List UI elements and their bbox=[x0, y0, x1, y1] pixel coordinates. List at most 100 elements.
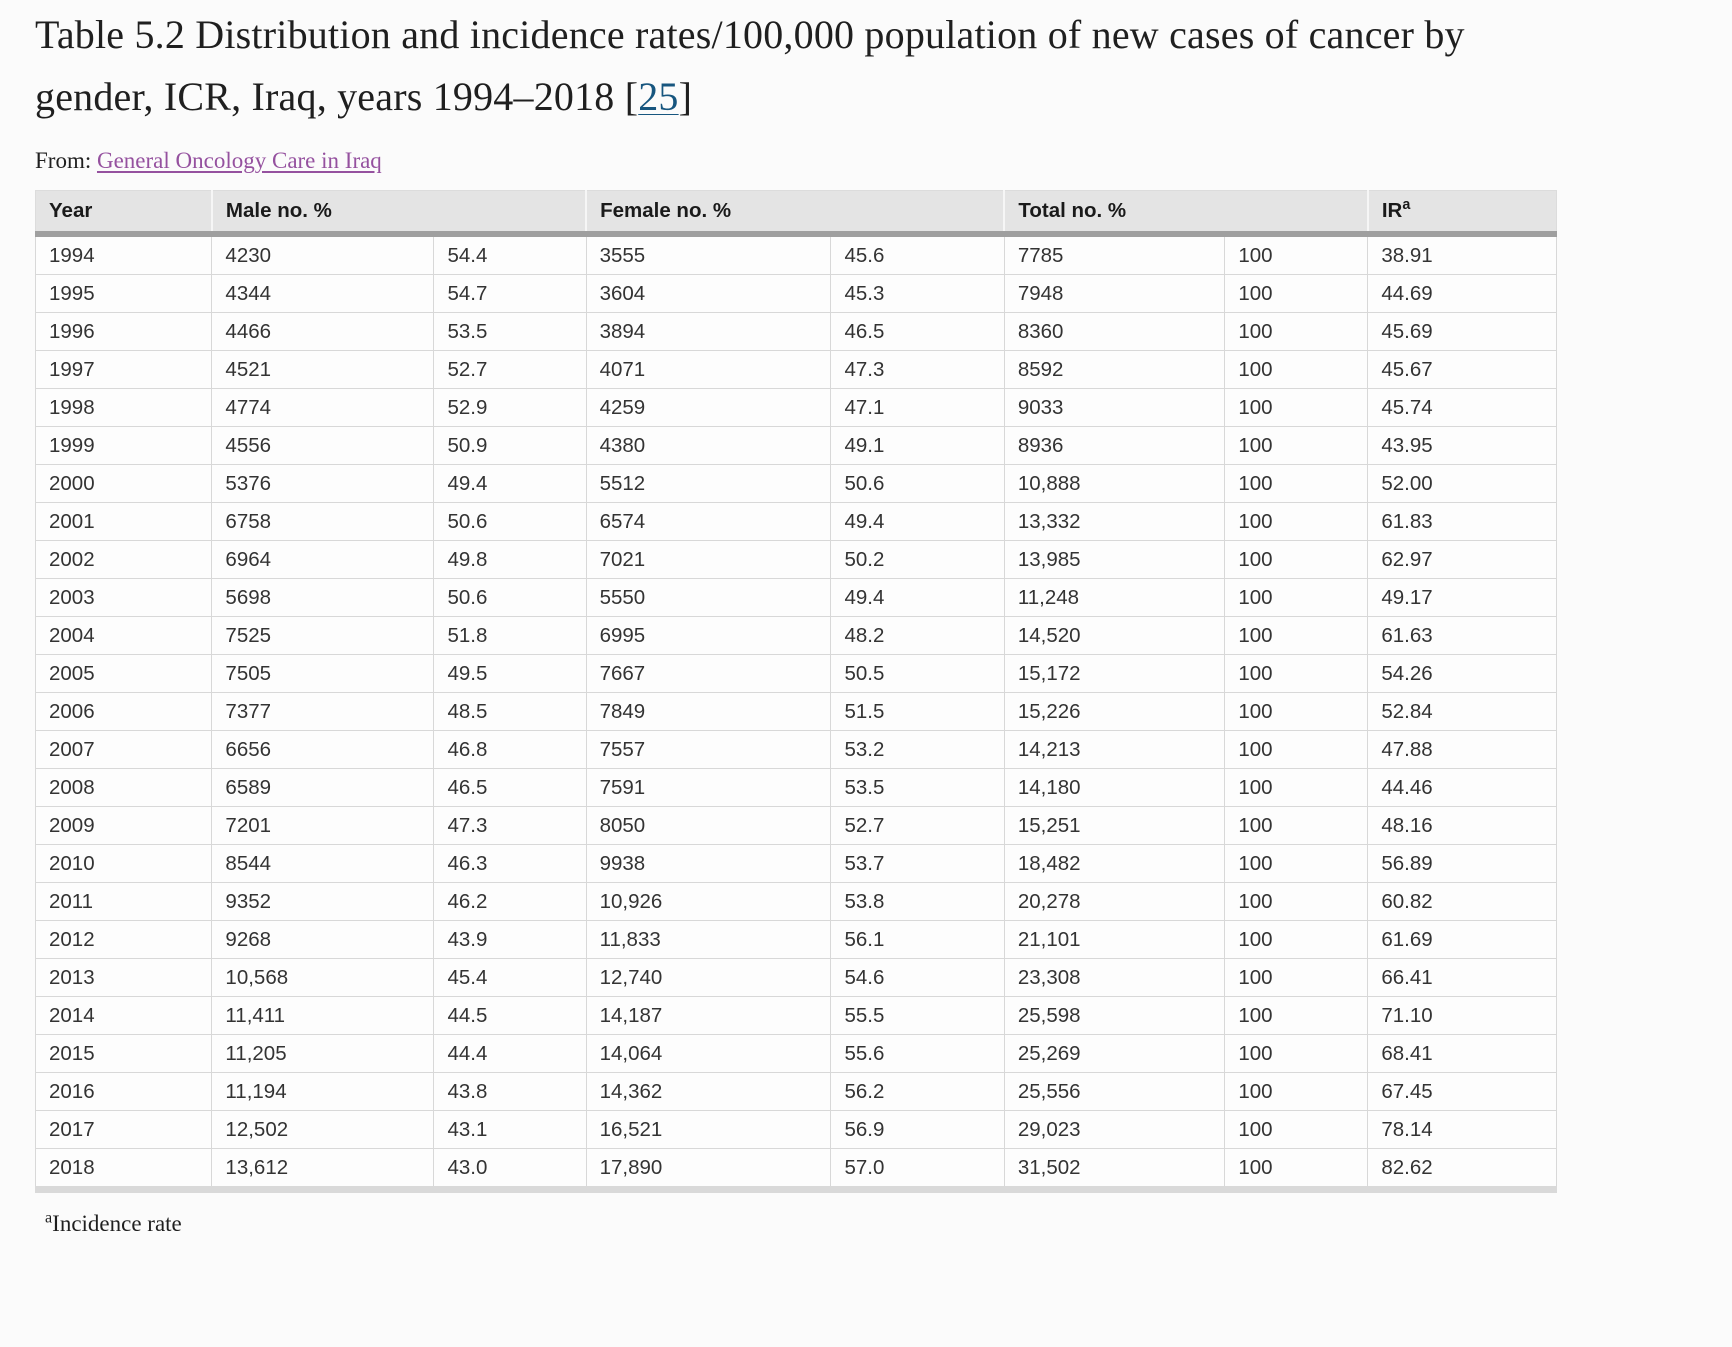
ir-cell: 47.88 bbox=[1367, 730, 1557, 769]
source-link[interactable]: General Oncology Care in Iraq bbox=[96, 148, 382, 173]
table-row: 2003 5698 50.6 5550 49.4 11,248 100 49.17 bbox=[34, 578, 1557, 617]
col-header-ir: IRa bbox=[1366, 190, 1557, 237]
male-no-cell: 7525 bbox=[211, 616, 435, 655]
total-no-cell: 13,985 bbox=[1003, 540, 1226, 579]
table-row: 1998 4774 52.9 4259 47.1 9033 100 45.74 bbox=[34, 388, 1557, 427]
title-text: Table 5.2 Distribution and incidence rat… bbox=[35, 12, 1465, 119]
ir-cell: 61.63 bbox=[1367, 616, 1557, 655]
table-row: 2011 9352 46.2 10,926 53.8 20,278 100 60.82 bbox=[34, 882, 1557, 921]
table-row: 1995 4344 54.7 3604 45.3 7948 100 44.69 bbox=[34, 274, 1557, 313]
female-no-cell: 14,362 bbox=[585, 1072, 832, 1111]
total-no-cell: 8360 bbox=[1003, 312, 1226, 351]
total-no-cell: 14,213 bbox=[1003, 730, 1226, 769]
total-pct-cell: 100 bbox=[1224, 882, 1369, 921]
male-no-cell: 11,205 bbox=[211, 1034, 435, 1073]
ir-cell: 78.14 bbox=[1367, 1110, 1557, 1149]
year-cell: 2017 bbox=[34, 1110, 213, 1149]
female-pct-cell: 55.5 bbox=[830, 996, 1005, 1035]
female-no-cell: 4259 bbox=[585, 388, 832, 427]
total-no-cell: 21,101 bbox=[1003, 920, 1226, 959]
total-no-cell: 25,556 bbox=[1003, 1072, 1226, 1111]
male-pct-cell: 47.3 bbox=[433, 806, 587, 845]
female-pct-cell: 49.1 bbox=[830, 426, 1005, 465]
female-no-cell: 6574 bbox=[585, 502, 832, 541]
total-pct-cell: 100 bbox=[1224, 958, 1369, 997]
female-pct-cell: 53.5 bbox=[830, 768, 1005, 807]
page-title: Table 5.2 Distribution and incidence rat… bbox=[35, 4, 1555, 128]
ir-cell: 45.74 bbox=[1367, 388, 1557, 427]
table-row: 2012 9268 43.9 11,833 56.1 21,101 100 61.69 bbox=[34, 920, 1557, 959]
male-pct-cell: 46.2 bbox=[433, 882, 587, 921]
male-no-cell: 8544 bbox=[211, 844, 435, 883]
total-pct-cell: 100 bbox=[1224, 502, 1369, 541]
female-pct-cell: 48.2 bbox=[830, 616, 1005, 655]
female-pct-cell: 50.2 bbox=[830, 540, 1005, 579]
citation-link[interactable]: 25 bbox=[638, 74, 679, 119]
female-pct-cell: 46.5 bbox=[830, 312, 1005, 351]
total-pct-cell: 100 bbox=[1224, 274, 1369, 313]
year-cell: 1996 bbox=[34, 312, 213, 351]
total-pct-cell: 100 bbox=[1224, 654, 1369, 693]
footnote-marker: a bbox=[45, 1209, 53, 1227]
table-row: 2004 7525 51.8 6995 48.2 14,520 100 61.63 bbox=[34, 616, 1557, 655]
year-cell: 2013 bbox=[34, 958, 213, 997]
table-row: 2013 10,568 45.4 12,740 54.6 23,308 100 66.41 bbox=[34, 958, 1557, 997]
total-pct-cell: 100 bbox=[1224, 464, 1369, 503]
year-cell: 2018 bbox=[34, 1148, 213, 1190]
female-pct-cell: 52.7 bbox=[830, 806, 1005, 845]
female-no-cell: 17,890 bbox=[585, 1148, 832, 1190]
table-row: 1997 4521 52.7 4071 47.3 8592 100 45.67 bbox=[34, 350, 1557, 389]
female-no-cell: 14,064 bbox=[585, 1034, 832, 1073]
male-no-cell: 4556 bbox=[211, 426, 435, 465]
year-cell: 2003 bbox=[34, 578, 213, 617]
year-cell: 1997 bbox=[34, 350, 213, 389]
male-pct-cell: 52.7 bbox=[433, 350, 587, 389]
female-no-cell: 3604 bbox=[585, 274, 832, 313]
male-pct-cell: 52.9 bbox=[433, 388, 587, 427]
male-no-cell: 10,568 bbox=[211, 958, 435, 997]
male-pct-cell: 49.4 bbox=[433, 464, 587, 503]
male-pct-cell: 44.4 bbox=[433, 1034, 587, 1073]
total-no-cell: 18,482 bbox=[1003, 844, 1226, 883]
male-pct-cell: 46.8 bbox=[433, 730, 587, 769]
table-row: 2018 13,612 43.0 17,890 57.0 31,502 100 82.62 bbox=[34, 1148, 1557, 1190]
male-pct-cell: 54.7 bbox=[433, 274, 587, 313]
source-line: From: General Oncology Care in Iraq bbox=[35, 148, 1697, 174]
female-pct-cell: 50.6 bbox=[830, 464, 1005, 503]
year-cell: 2015 bbox=[34, 1034, 213, 1073]
col-header-male: Male no. % bbox=[210, 190, 587, 237]
total-no-cell: 15,251 bbox=[1003, 806, 1226, 845]
table-row: 2006 7377 48.5 7849 51.5 15,226 100 52.84 bbox=[34, 692, 1557, 731]
total-pct-cell: 100 bbox=[1224, 312, 1369, 351]
data-table: Year Male no. % Female no. % Total no. %… bbox=[34, 190, 1557, 1193]
male-pct-cell: 44.5 bbox=[433, 996, 587, 1035]
ir-label: IR bbox=[1381, 199, 1403, 222]
col-header-year: Year bbox=[35, 190, 212, 237]
col-header-total: Total no. % bbox=[1003, 190, 1368, 237]
male-pct-cell: 43.0 bbox=[433, 1148, 587, 1190]
female-no-cell: 12,740 bbox=[585, 958, 832, 997]
female-no-cell: 5512 bbox=[585, 464, 832, 503]
male-no-cell: 5698 bbox=[211, 578, 435, 617]
year-cell: 1995 bbox=[34, 274, 213, 313]
total-pct-cell: 100 bbox=[1224, 806, 1369, 845]
ir-cell: 52.84 bbox=[1367, 692, 1557, 731]
table-row: 2016 11,194 43.8 14,362 56.2 25,556 100 67.45 bbox=[34, 1072, 1557, 1111]
male-no-cell: 4230 bbox=[211, 233, 435, 275]
male-no-cell: 11,411 bbox=[211, 996, 435, 1035]
female-pct-cell: 53.8 bbox=[830, 882, 1005, 921]
year-cell: 1999 bbox=[34, 426, 213, 465]
male-no-cell: 6589 bbox=[211, 768, 435, 807]
year-cell: 2001 bbox=[34, 502, 213, 541]
year-cell: 2010 bbox=[34, 844, 213, 883]
total-pct-cell: 100 bbox=[1224, 692, 1369, 731]
male-pct-cell: 53.5 bbox=[433, 312, 587, 351]
ir-cell: 82.62 bbox=[1367, 1148, 1557, 1190]
total-pct-cell: 100 bbox=[1224, 1072, 1369, 1111]
male-pct-cell: 51.8 bbox=[433, 616, 587, 655]
year-cell: 2014 bbox=[34, 996, 213, 1035]
ir-cell: 38.91 bbox=[1367, 233, 1557, 275]
year-cell: 2009 bbox=[34, 806, 213, 845]
footnote-marker-ref: a bbox=[1402, 197, 1411, 214]
total-pct-cell: 100 bbox=[1224, 1110, 1369, 1149]
